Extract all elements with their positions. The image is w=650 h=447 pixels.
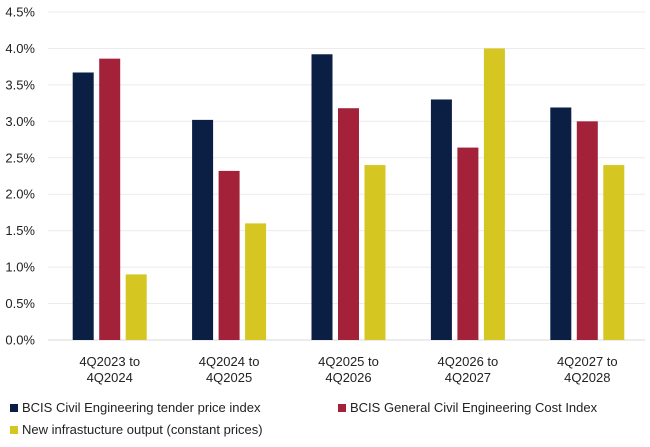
y-tick-label: 4.5% xyxy=(5,5,35,20)
x-tick-label-line: 4Q2027 to xyxy=(557,354,618,369)
y-tick-label: 2.0% xyxy=(5,187,35,202)
legend-label: New infrastucture output (constant price… xyxy=(22,422,263,437)
bar xyxy=(311,54,333,341)
bar-chart: 0.0% 0.5% 1.0% 1.5% 2.0% 2.5% 3.0% 3.5% 4.0% 4.5%… xyxy=(5,5,645,385)
bar xyxy=(430,99,452,340)
bar xyxy=(245,223,267,340)
x-tick-label-line: 4Q2024 to xyxy=(199,354,260,369)
y-tick-label: 2.5% xyxy=(5,150,35,165)
bar xyxy=(192,119,214,341)
x-tick-label-line: 4Q2023 to xyxy=(79,354,140,369)
y-tick-label: 3.5% xyxy=(5,77,35,92)
x-tick-label: 4Q2023 to 4Q2024 xyxy=(79,354,140,385)
x-tick-label-line: 4Q2025 to xyxy=(318,354,379,369)
bar xyxy=(218,170,240,340)
legend-swatch-yellow xyxy=(10,425,18,434)
legend-item-tender-price-index: BCIS Civil Engineering tender price inde… xyxy=(10,400,260,415)
bar xyxy=(338,108,359,340)
x-tick-label-line: 4Q2026 to xyxy=(438,354,499,369)
bar xyxy=(364,165,386,340)
bar xyxy=(125,274,147,340)
x-tick-label-line: 4Q2027 xyxy=(445,370,491,385)
y-tick-label: 3.0% xyxy=(5,114,35,129)
x-tick-label-line: 4Q2024 xyxy=(87,370,133,385)
x-tick-label: 4Q2024 to 4Q2025 xyxy=(199,354,260,385)
legend-swatch-navy xyxy=(10,403,18,412)
y-tick-label: 0.0% xyxy=(5,333,35,348)
bar xyxy=(483,48,505,340)
bar xyxy=(550,107,572,341)
y-axis: 0.0% 0.5% 1.0% 1.5% 2.0% 2.5% 3.0% 3.5% 4.0% 4.5% xyxy=(5,5,35,348)
bar xyxy=(457,147,479,340)
y-tick-label: 1.0% xyxy=(5,260,35,275)
legend-label: BCIS Civil Engineering tender price inde… xyxy=(22,400,261,415)
x-tick-label: 4Q2026 to 4Q2027 xyxy=(438,354,499,385)
y-tick-label: 4.0% xyxy=(5,41,35,56)
legend-item-infrastructure-output: New infrastucture output (constant price… xyxy=(10,422,263,437)
legend-label: BCIS General Civil Engineering Cost Inde… xyxy=(350,400,598,415)
legend-swatch-red xyxy=(338,403,346,412)
bar xyxy=(603,165,625,340)
x-tick-label-line: 4Q2026 xyxy=(325,370,371,385)
x-tick-label-line: 4Q2025 xyxy=(206,370,252,385)
legend-item-cost-index: BCIS General Civil Engineering Cost Inde… xyxy=(338,400,597,415)
y-tick-label: 0.5% xyxy=(5,296,35,311)
bar xyxy=(72,72,94,341)
bar xyxy=(576,121,598,340)
x-tick-label: 4Q2025 to 4Q2026 xyxy=(318,354,379,385)
y-tick-label: 1.5% xyxy=(5,223,35,238)
bars xyxy=(72,48,625,341)
x-tick-label-line: 4Q2028 xyxy=(564,370,610,385)
bar xyxy=(99,58,121,340)
x-tick-label: 4Q2027 to 4Q2028 xyxy=(557,354,618,385)
